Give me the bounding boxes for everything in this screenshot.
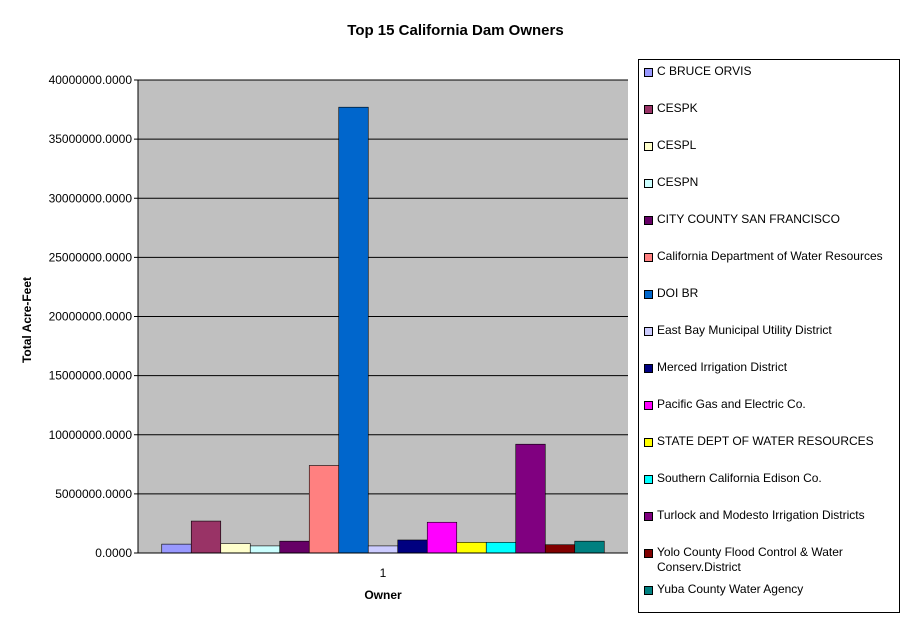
- y-tick-label: 10000000.0000: [49, 428, 133, 442]
- y-tick-label: 0.0000: [95, 546, 132, 560]
- y-tick-label: 25000000.0000: [49, 250, 133, 264]
- bar: [220, 543, 251, 554]
- legend-swatch: [644, 549, 653, 558]
- legend-label: CESPK: [657, 101, 698, 115]
- legend-item: C BRUCE ORVIS: [644, 64, 897, 79]
- legend-swatch: [644, 216, 653, 225]
- y-tick-label: 30000000.0000: [49, 191, 133, 205]
- legend-swatch: [644, 512, 653, 521]
- gridlines: [138, 79, 628, 495]
- legend-swatch: [644, 401, 653, 410]
- legend-item: California Department of Water Resources: [644, 249, 897, 264]
- legend-item: Yuba County Water Agency: [644, 582, 897, 597]
- bar: [456, 542, 487, 554]
- legend-item: CITY COUNTY SAN FRANCISCO: [644, 212, 897, 227]
- legend-swatch: [644, 438, 653, 447]
- legend-item: Pacific Gas and Electric Co.: [644, 397, 897, 412]
- legend-swatch: [644, 290, 653, 299]
- legend-label: DOI BR: [657, 286, 699, 300]
- legend-label: CITY COUNTY SAN FRANCISCO: [657, 212, 840, 226]
- bar: [249, 545, 281, 554]
- legend-swatch: [644, 142, 653, 151]
- legend-label: CESPN: [657, 175, 699, 189]
- bars: [161, 106, 605, 554]
- legend-swatch: [644, 253, 653, 262]
- legend-label: Yolo County Flood Control & Water Conser…: [657, 545, 843, 574]
- legend-item: Southern California Edison Co.: [644, 471, 897, 486]
- bar: [544, 544, 576, 554]
- bar: [279, 540, 310, 554]
- legend-item: Merced Irrigation District: [644, 360, 897, 375]
- legend-item: CESPK: [644, 101, 897, 116]
- legend-label: Turlock and Modesto Irrigation Districts: [657, 508, 865, 522]
- legend-swatch: [644, 586, 653, 595]
- bar: [574, 540, 605, 554]
- legend-label: Merced Irrigation District: [657, 360, 788, 374]
- legend-label: Southern California Edison Co.: [657, 471, 822, 485]
- legend-swatch: [644, 179, 653, 188]
- legend-swatch: [644, 68, 653, 77]
- x-tick-label: 1: [380, 566, 387, 580]
- legend-swatch: [644, 364, 653, 373]
- y-tick-label: 15000000.0000: [49, 369, 133, 383]
- legend-item: CESPN: [644, 175, 897, 190]
- legend-swatch: [644, 327, 653, 336]
- legend-label: Pacific Gas and Electric Co.: [657, 397, 806, 411]
- bar: [515, 443, 546, 554]
- chart-title: Top 15 California Dam Owners: [347, 22, 564, 39]
- bar: [426, 521, 458, 554]
- bar: [190, 520, 222, 554]
- y-tick-label: 35000000.0000: [49, 132, 133, 146]
- legend-item: DOI BR: [644, 286, 897, 301]
- legend-item: East Bay Municipal Utility District: [644, 323, 897, 338]
- legend-label: CESPL: [657, 138, 697, 152]
- bar: [161, 543, 192, 554]
- legend-label: California Department of Water Resources: [657, 249, 883, 263]
- legend-label: East Bay Municipal Utility District: [657, 323, 832, 337]
- x-ticks: 1: [380, 566, 387, 580]
- bar: [308, 465, 340, 554]
- legend: C BRUCE ORVIS CESPK CESPL CESPN CITY COUNTY …: [638, 59, 900, 613]
- y-tick-label: 40000000.0000: [49, 73, 133, 87]
- legend-label: STATE DEPT OF WATER RESOURCES: [657, 434, 874, 448]
- y-tick-label: 5000000.0000: [55, 487, 132, 501]
- bar: [367, 545, 399, 554]
- legend-item: CESPL: [644, 138, 897, 153]
- legend-label: Yuba County Water Agency: [657, 582, 804, 596]
- legend-swatch: [644, 105, 653, 114]
- bar: [338, 106, 369, 554]
- legend-item: STATE DEPT OF WATER RESOURCES: [644, 434, 897, 449]
- bar: [485, 542, 517, 554]
- legend-item: Turlock and Modesto Irrigation Districts: [644, 508, 897, 523]
- legend-label: C BRUCE ORVIS: [657, 64, 752, 78]
- y-ticks: 0.0000 5000000.0000 10000000.0000 15000000.…: [49, 73, 138, 560]
- legend-item: Yolo County Flood Control & Water Conser…: [644, 545, 897, 575]
- bar: [397, 539, 428, 554]
- legend-swatch: [644, 475, 653, 484]
- y-tick-label: 20000000.0000: [49, 310, 133, 324]
- x-axis-label: Owner: [364, 588, 402, 602]
